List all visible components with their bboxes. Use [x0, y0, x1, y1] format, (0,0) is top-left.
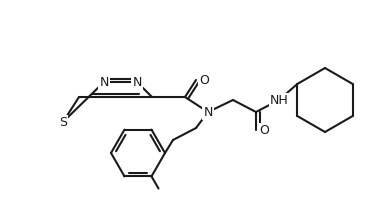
Text: NH: NH — [269, 94, 288, 107]
Text: O: O — [259, 124, 269, 137]
Text: S: S — [59, 116, 67, 129]
Text: N: N — [99, 76, 109, 89]
Text: N: N — [203, 106, 213, 119]
Text: O: O — [199, 74, 209, 87]
Text: N: N — [132, 76, 142, 89]
